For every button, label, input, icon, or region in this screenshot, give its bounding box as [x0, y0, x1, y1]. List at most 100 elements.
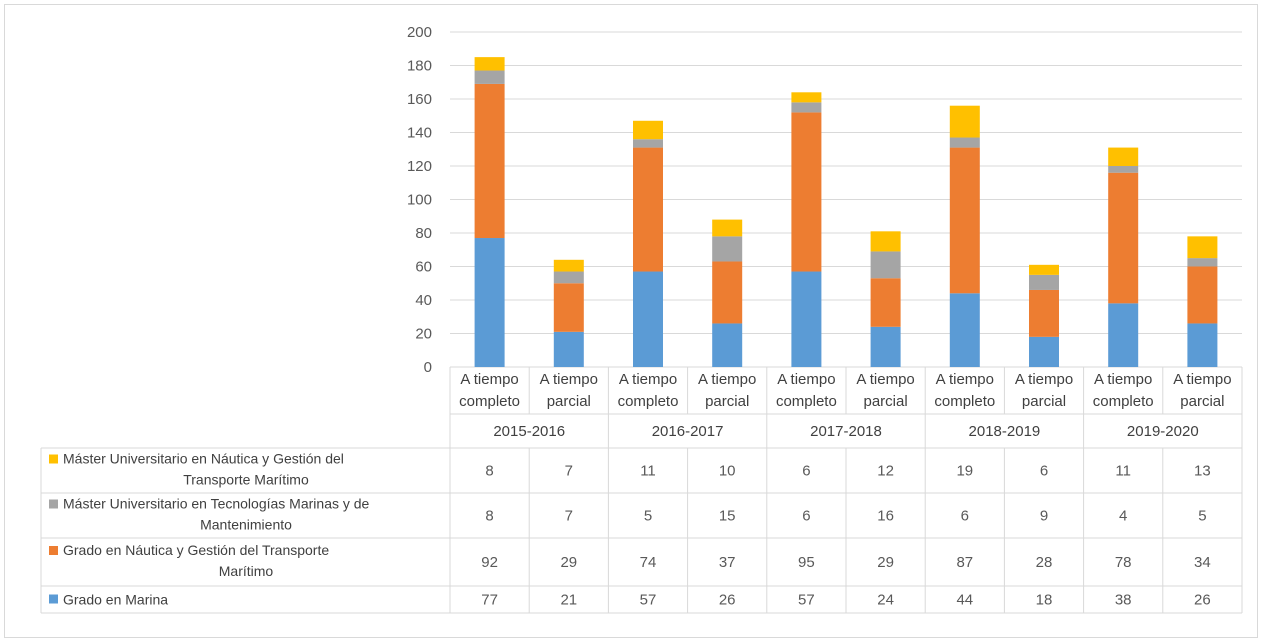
legend-key	[49, 454, 58, 464]
x-category-label: completo	[1093, 393, 1154, 410]
x-group-label: 2019-2020	[1127, 423, 1199, 440]
data-label: 74	[640, 554, 657, 571]
x-category-label: parcial	[1022, 393, 1066, 410]
legend-label: Máster Universitario en Tecnologías Mari…	[63, 496, 370, 512]
bar-segment	[949, 293, 980, 367]
x-category-label: A tiempo	[1173, 371, 1231, 388]
y-tick-label: 100	[407, 192, 432, 209]
x-category-label: A tiempo	[1094, 371, 1152, 388]
bar-segment	[870, 251, 901, 279]
bar-segment	[633, 147, 663, 272]
x-category-label: parcial	[547, 393, 591, 410]
data-label: 11	[1115, 463, 1131, 480]
bar-segment	[1029, 274, 1059, 290]
bar-segment	[1108, 303, 1139, 367]
bar-segment	[1029, 264, 1059, 275]
data-label: 44	[956, 592, 973, 609]
bar-segment	[1108, 166, 1139, 173]
data-label: 26	[719, 592, 736, 609]
bar-segment	[712, 219, 743, 237]
data-label: 8	[485, 508, 493, 525]
data-label: 29	[560, 554, 577, 571]
data-label: 19	[956, 463, 973, 480]
x-category-label: completo	[618, 393, 679, 410]
x-category-label: parcial	[864, 393, 908, 410]
data-label: 28	[1036, 554, 1053, 571]
y-tick-label: 200	[407, 24, 432, 41]
x-group-label: 2018-2019	[969, 423, 1041, 440]
data-label: 6	[802, 508, 810, 525]
bar-segment	[949, 137, 980, 148]
data-label: 29	[877, 554, 894, 571]
bar-segment	[949, 147, 980, 294]
data-label: 87	[956, 554, 973, 571]
bar-segment	[1108, 147, 1139, 166]
x-category-label: A tiempo	[619, 371, 677, 388]
legend-label: Mantenimiento	[200, 517, 292, 533]
legend-label: Transporte Marítimo	[183, 472, 309, 488]
x-category-label: parcial	[705, 393, 749, 410]
x-group-label: 2017-2018	[810, 423, 882, 440]
data-label: 5	[644, 508, 652, 525]
bar-segment	[870, 231, 901, 252]
data-label: 4	[1119, 508, 1127, 525]
data-label: 6	[1040, 463, 1048, 480]
bar-segment	[553, 331, 584, 367]
x-category-label: A tiempo	[936, 371, 994, 388]
data-label: 7	[565, 463, 573, 480]
bar-segment	[1108, 172, 1139, 304]
data-label: 57	[640, 592, 657, 609]
data-label: 6	[961, 508, 969, 525]
data-label: 38	[1115, 592, 1132, 609]
bar-segment	[553, 283, 584, 332]
y-tick-label: 160	[407, 91, 432, 108]
y-axis: 0 20 40 60 80 100 120 140 160 180 200	[407, 24, 432, 376]
data-table: A tiempo completo A tiempo parcial A tiempo c…	[40, 367, 1243, 614]
bar-segment	[633, 120, 663, 140]
legend-label: Máster Universitario en Náutica y Gestió…	[63, 451, 344, 467]
data-label: 10	[719, 463, 736, 480]
bar-segment	[1187, 236, 1218, 259]
y-tick-label: 180	[407, 58, 432, 75]
y-tick-label: 60	[415, 259, 432, 276]
data-label: 77	[481, 592, 498, 609]
bar-segment	[633, 271, 663, 367]
bar-segment	[870, 278, 901, 327]
bar-segment	[1187, 258, 1218, 267]
x-category-label: A tiempo	[698, 371, 756, 388]
data-label: 95	[798, 554, 815, 571]
data-label: 24	[877, 592, 894, 609]
data-label: 5	[1198, 508, 1206, 525]
data-label: 34	[1194, 554, 1211, 571]
y-tick-label: 120	[407, 158, 432, 175]
data-label: 6	[802, 463, 810, 480]
data-label: 15	[719, 508, 736, 525]
data-label: 78	[1115, 554, 1132, 571]
x-category-label: A tiempo	[1015, 371, 1073, 388]
data-label: 92	[481, 554, 498, 571]
x-category-label: A tiempo	[856, 371, 914, 388]
data-label: 37	[719, 554, 736, 571]
data-label: 16	[877, 508, 894, 525]
y-tick-label: 20	[415, 326, 432, 343]
data-label: 11	[640, 463, 656, 480]
bar-segment	[633, 139, 663, 148]
bar-segment	[791, 112, 822, 272]
bar-segment	[791, 102, 822, 113]
legend-label: Grado en Marina	[63, 592, 168, 608]
bar-segment	[712, 323, 743, 367]
data-label: 57	[798, 592, 815, 609]
legend-key	[49, 499, 58, 509]
y-tick-label: 40	[415, 292, 432, 309]
legend-key	[49, 546, 58, 555]
bar-segment	[870, 326, 901, 367]
data-label: 21	[560, 592, 577, 609]
data-label: 13	[1194, 463, 1211, 480]
bar-segment	[712, 236, 743, 262]
bar-segment	[1029, 336, 1059, 367]
bar-segment	[474, 238, 505, 367]
x-category-label: completo	[934, 393, 995, 410]
bars	[474, 57, 1218, 367]
bar-segment	[712, 261, 743, 324]
legend-key	[49, 594, 58, 604]
